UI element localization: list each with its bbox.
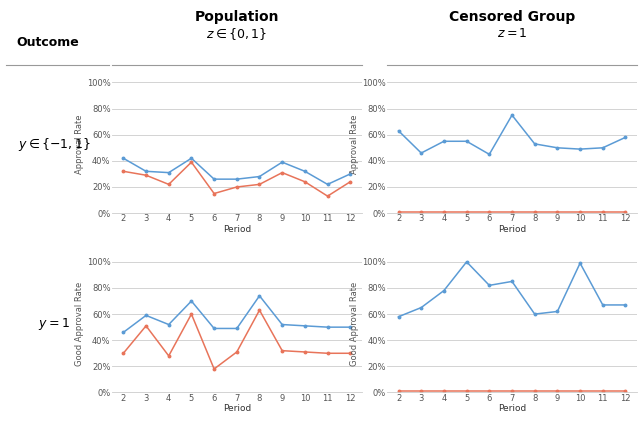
Y-axis label: Good Approval Rate: Good Approval Rate bbox=[350, 282, 359, 366]
Text: $y = 1$: $y = 1$ bbox=[38, 316, 70, 332]
X-axis label: Period: Period bbox=[498, 225, 526, 234]
Y-axis label: Approval Rate: Approval Rate bbox=[350, 115, 359, 174]
X-axis label: Period: Period bbox=[223, 225, 251, 234]
X-axis label: Period: Period bbox=[223, 404, 251, 413]
Text: $z \in \{0, 1\}$: $z \in \{0, 1\}$ bbox=[206, 26, 268, 42]
X-axis label: Period: Period bbox=[498, 404, 526, 413]
Text: $z = 1$: $z = 1$ bbox=[497, 27, 527, 40]
Text: Population: Population bbox=[195, 10, 279, 24]
Text: $y \in \{-1, 1\}$: $y \in \{-1, 1\}$ bbox=[18, 136, 91, 153]
Y-axis label: Good Approval Rate: Good Approval Rate bbox=[75, 282, 84, 366]
Text: Outcome: Outcome bbox=[16, 36, 79, 49]
Y-axis label: Approval Rate: Approval Rate bbox=[75, 115, 84, 174]
Text: Censored Group: Censored Group bbox=[449, 10, 575, 24]
